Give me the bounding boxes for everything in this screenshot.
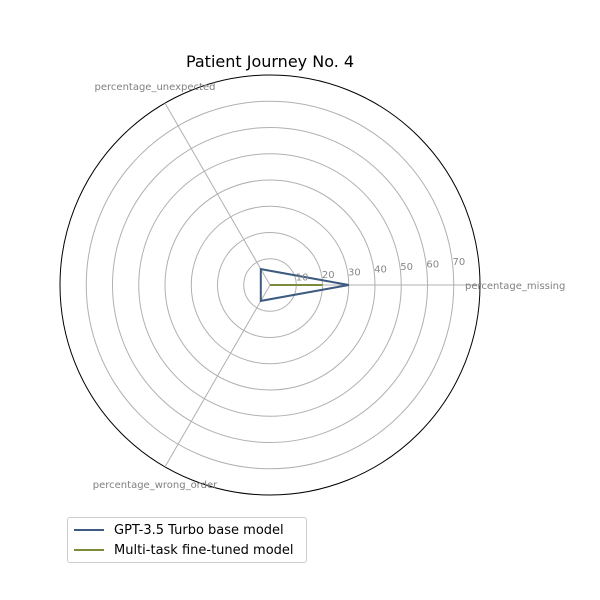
legend-item-finetuned: Multi-task fine-tuned model [74,541,294,559]
r-tick-label-50: 50 [400,262,413,273]
grid-layer [59,74,481,496]
series-layer [259,267,349,303]
r-tick-label-40: 40 [374,265,387,276]
legend: GPT-3.5 Turbo base model Multi-task fine… [67,517,307,563]
axis-label-percentage_missing: percentage_missing [465,281,565,292]
label-layer: 10 20 30 40 50 60 70 percentage_missing percenta… [93,82,566,491]
legend-label-finetuned: Multi-task fine-tuned model [114,542,294,558]
legend-label-gpt35: GPT-3.5 Turbo base model [114,522,284,538]
axis-label-percentage_unexpected: percentage_unexpected [95,82,216,93]
legend-item-gpt35: GPT-3.5 Turbo base model [74,521,284,539]
series-line-gpt35 [259,267,349,303]
chart-title: Patient Journey No. 4 [186,52,354,71]
axis-label-percentage_wrong_order: percentage_wrong_order [93,480,218,491]
legend-swatch-finetuned [74,549,104,551]
legend-swatch-gpt35 [74,529,104,531]
r-tick-label-20: 20 [322,270,335,281]
r-tick-label-10: 10 [296,272,309,283]
r-tick-label-70: 70 [452,257,465,268]
r-tick-label-30: 30 [348,267,361,278]
spoke-percentage_unexpected [164,102,271,286]
r-tick-label-60: 60 [426,260,439,271]
spoke-percentage_wrong_order [164,284,271,468]
